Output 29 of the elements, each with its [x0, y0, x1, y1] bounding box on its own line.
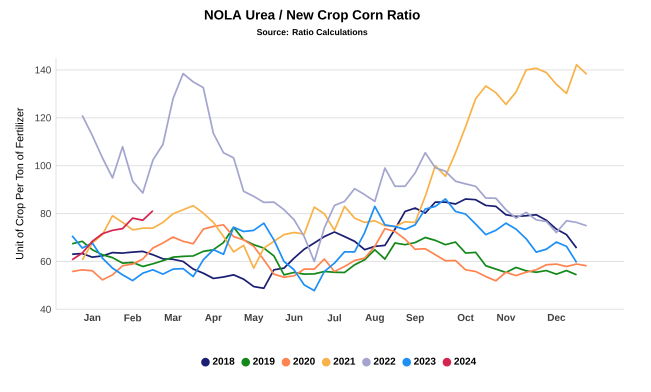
- line-series: [71, 210, 154, 261]
- x-tick-label: Apr: [205, 314, 222, 323]
- x-tick-label: Feb: [124, 314, 142, 322]
- legend-label: 2024: [454, 358, 476, 365]
- x-tick-label: Dec: [548, 314, 566, 322]
- x-tick-label: Mar: [164, 314, 182, 322]
- y-tick-label: 40: [40, 306, 51, 313]
- y-axis-title: Unit of Crop Per Ton of Fertilizer: [16, 108, 26, 260]
- legend-label: 2018: [212, 358, 234, 365]
- x-tick-label: Aug: [365, 314, 384, 324]
- legend-label: 2021: [334, 358, 356, 365]
- legend-label: 2022: [374, 358, 396, 365]
- legend-label: 2020: [293, 358, 315, 365]
- y-tick-label: 140: [35, 66, 51, 74]
- x-tick-label: May: [244, 314, 264, 323]
- legend-label: 2023: [414, 358, 436, 365]
- x-tick-label: Sep: [406, 314, 424, 324]
- chart-title: NOLA Urea / New Crop Corn Ratio: [204, 10, 420, 22]
- y-tick-label: 120: [35, 114, 51, 122]
- x-tick-label: Jun: [285, 314, 302, 322]
- y-tick-label: 60: [40, 258, 51, 265]
- y-tick-label: 100: [35, 162, 51, 170]
- x-tick-label: Jul: [327, 314, 341, 322]
- chart-subtitle: Source: Ratio Calculations: [256, 28, 368, 36]
- x-tick-label: Nov: [497, 314, 516, 322]
- x-tick-label: Jan: [84, 314, 100, 322]
- y-tick-label: 80: [40, 210, 51, 218]
- x-tick-label: Oct: [458, 314, 474, 322]
- legend-label: 2019: [253, 358, 275, 365]
